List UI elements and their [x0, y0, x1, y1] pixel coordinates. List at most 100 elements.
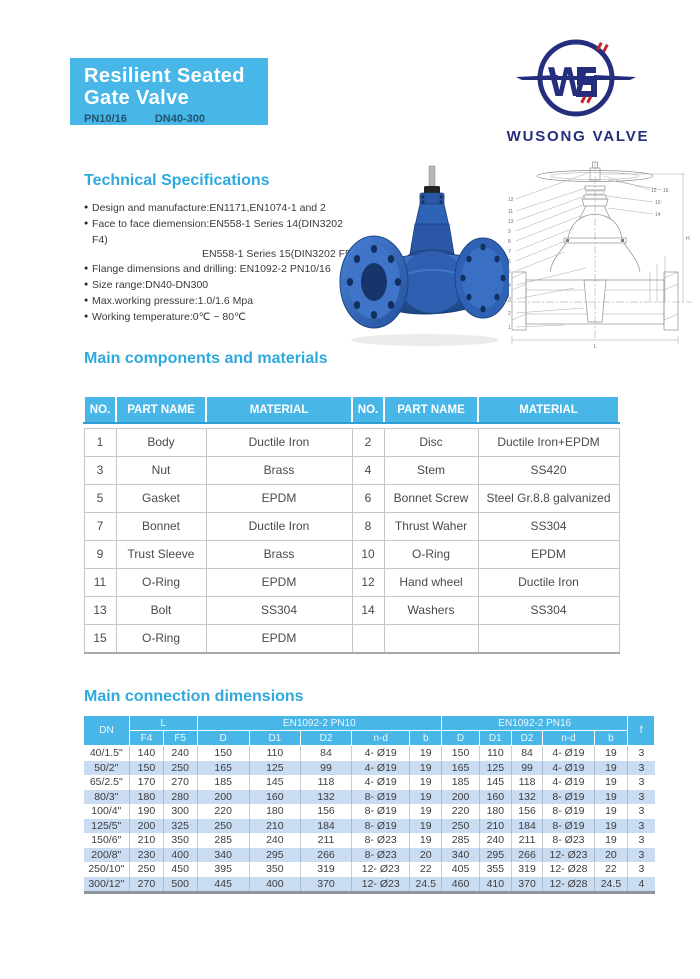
- part-name-cell: O-Ring: [115, 623, 207, 653]
- drawing-length-label: L: [594, 344, 597, 350]
- dimension-cell: 145: [248, 775, 301, 790]
- dimension-cell: 270: [162, 775, 198, 790]
- dn-cell: 150/6": [91, 834, 122, 847]
- col-part-left: PART NAME: [115, 397, 207, 424]
- dimension-cell: 400: [248, 876, 301, 893]
- dimension-cell: 3: [627, 789, 655, 804]
- spec-text: Face to face diemension:EN558-1 Series 1…: [92, 218, 343, 246]
- dimension-cell: 450: [162, 862, 198, 877]
- col-pn16-d1: D1: [478, 730, 512, 746]
- part-name-cell: Stem: [383, 455, 479, 485]
- dimension-cell: 132: [510, 789, 543, 804]
- dimension-cell: 250: [196, 818, 250, 833]
- col-pn10-d: D: [196, 730, 250, 746]
- dimension-cell: 118: [510, 775, 543, 790]
- dimension-cell: 24.5: [409, 876, 442, 893]
- part-name-cell: Trust Sleeve: [115, 539, 207, 569]
- part-no-cell: 2: [351, 427, 385, 457]
- dimension-cell: 185: [196, 775, 250, 790]
- dimension-cell: 266: [299, 847, 352, 862]
- dimension-row: 100/4" 190 300 220 180 156 8- Ø19 19 220 180 156 8-…: [84, 804, 655, 819]
- dimensions-table: DN L EN1092-2 PN10 EN1092-2 PN16 f F4 F5…: [82, 715, 655, 894]
- dimension-cell: 110: [478, 745, 512, 761]
- drawing-callout: 12: [508, 197, 514, 203]
- dimension-cell: 170: [129, 775, 164, 790]
- part-no-cell: 9: [83, 539, 117, 569]
- dimension-cell: 220: [441, 804, 480, 819]
- spec-item: ● Flange dimensions and drilling: EN1092-…: [84, 261, 356, 277]
- dimension-row: 50/2" 150 250 165 125 99 4- Ø19 19 165 125 99 4- Ø1…: [83, 760, 655, 775]
- dimension-cell: 500: [162, 876, 198, 893]
- components-header-row: NO. PART NAME MATERIAL NO. PART NAME MAT…: [83, 397, 620, 424]
- dimension-cell: 19: [593, 745, 628, 761]
- dimension-cell: 4- Ø19: [542, 775, 595, 790]
- part-no-cell: 11: [83, 567, 117, 597]
- dimension-cell: 19: [409, 775, 442, 790]
- dn-cell: 40/1.5": [89, 747, 123, 760]
- dimension-cell: 4- Ø19: [542, 745, 595, 761]
- material-cell: SS304: [477, 511, 620, 541]
- dimension-cell: 160: [478, 789, 512, 804]
- tech-specs-list: ● Design and manufacture:EN1171,EN1074-1 …: [84, 200, 356, 325]
- dimension-cell: 84: [510, 745, 543, 761]
- part-name-cell: Bonnet: [115, 511, 207, 541]
- material-cell: [477, 623, 620, 653]
- dimension-cell: 240: [162, 745, 198, 761]
- dimension-cell: 12- Ø23: [351, 876, 410, 893]
- dimension-cell: 285: [441, 833, 480, 848]
- part-name-cell: Bolt: [115, 595, 207, 625]
- dimension-cell: 19: [593, 818, 628, 833]
- spec-text-continuation: EN558-1 Series 15(DIN3202 F5): [202, 248, 355, 260]
- dimension-cell: 19: [593, 789, 628, 804]
- col-pn10-nd: n-d: [351, 730, 411, 746]
- dimension-cell: 150: [129, 760, 164, 775]
- dim-header-row1: DN L EN1092-2 PN10 EN1092-2 PN16 f: [82, 715, 655, 746]
- dimension-cell: 19: [409, 789, 442, 804]
- col-l-group: L: [129, 715, 198, 731]
- drawing-callout: 4: [508, 283, 511, 289]
- dimension-cell: 3: [627, 775, 655, 790]
- components-heading: Main components and materials: [84, 350, 328, 367]
- drawing-callout: 13: [508, 219, 514, 225]
- valve-photo: [339, 165, 509, 346]
- dimension-row: 150/6" 210 350 285 240 211 8- Ø23 19 285 240 211 8-…: [84, 833, 655, 848]
- dimension-cell: 266: [510, 847, 543, 862]
- drawing-height-label: H: [686, 236, 690, 242]
- dimension-cell: 210: [129, 833, 164, 848]
- dn-cell: 65/2.5": [89, 776, 123, 789]
- dimension-cell: 400: [162, 847, 198, 862]
- dimension-cell: 395: [196, 862, 250, 877]
- drawing-callout: 11: [508, 209, 513, 215]
- dimension-cell: 165: [196, 760, 250, 775]
- spec-item: ● Working temperature:0℃ ~ 80℃: [84, 309, 356, 325]
- dimension-cell: 210: [478, 818, 512, 833]
- drawing-callout: 3: [508, 297, 511, 303]
- tech-specs-heading: Technical Specifications: [84, 172, 270, 189]
- dimension-cell: 250: [441, 818, 480, 833]
- component-row: 13 Bolt SS304 14 Washers SS304: [83, 595, 620, 625]
- col-dn: DN: [82, 715, 131, 746]
- dimension-cell: 340: [196, 847, 250, 862]
- col-f4: F4: [129, 730, 164, 746]
- dimension-cell: 12- Ø28: [542, 876, 595, 893]
- dimension-cell: 3: [627, 760, 655, 775]
- spec-text: Design and manufacture:EN1171,EN1074-1 a…: [92, 202, 326, 214]
- bullet-icon: ●: [84, 297, 89, 304]
- bullet-icon: ●: [84, 220, 89, 227]
- components-table: NO. PART NAME MATERIAL NO. PART NAME MAT…: [83, 397, 620, 654]
- spec-text: Flange dimensions and drilling: EN1092-2…: [92, 263, 331, 275]
- dimension-cell: 19: [593, 833, 628, 848]
- part-no-cell: 4: [351, 455, 385, 485]
- dimension-cell: 180: [129, 789, 164, 804]
- dimension-cell: 8- Ø23: [351, 847, 410, 862]
- dimension-cell: 184: [510, 818, 543, 833]
- dimension-cell: 20: [409, 847, 442, 862]
- dn-cell: 200/8": [91, 848, 122, 861]
- col-no-right: NO.: [351, 397, 385, 424]
- part-name-cell: Thrust Waher: [383, 511, 479, 541]
- dim-header-row2: F4 F5 D D1 D2 n-d b D D1 D2 n-d b: [84, 730, 655, 746]
- col-part-right: PART NAME: [383, 397, 479, 424]
- dimensions-heading: Main connection dimensions: [84, 688, 304, 705]
- dimension-cell: 340: [441, 847, 480, 862]
- component-row: 11 O-Ring EPDM 12 Hand wheel Ductile Iron: [83, 567, 620, 597]
